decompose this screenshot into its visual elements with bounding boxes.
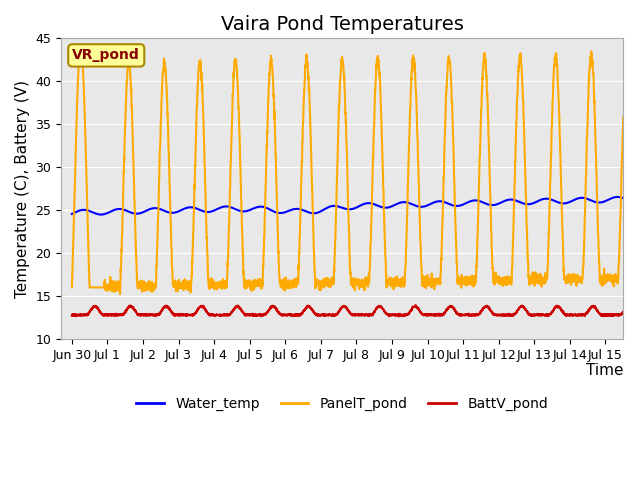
Water_temp	[549, 197, 557, 203]
X-axis label: Time: Time	[586, 363, 623, 378]
Text: VR_pond: VR_pond	[72, 48, 140, 62]
Water_temp	[68, 211, 76, 217]
Water_temp	[131, 211, 139, 216]
Line: Water_temp: Water_temp	[72, 197, 623, 215]
PanelT_pond	[68, 285, 76, 290]
Water_temp	[97, 212, 105, 217]
Water_temp	[303, 209, 311, 215]
BattV_pond	[412, 302, 419, 308]
Water_temp	[620, 195, 627, 201]
PanelT_pond	[164, 120, 172, 126]
PanelT_pond	[280, 283, 287, 288]
PanelT_pond	[304, 60, 312, 66]
PanelT_pond	[620, 114, 627, 120]
Title: Vaira Pond Temperatures: Vaira Pond Temperatures	[221, 15, 463, 34]
BattV_pond	[68, 313, 76, 319]
PanelT_pond	[77, 44, 84, 50]
Legend: Water_temp, PanelT_pond, BattV_pond: Water_temp, PanelT_pond, BattV_pond	[131, 391, 554, 416]
BattV_pond	[131, 308, 138, 313]
BattV_pond	[280, 312, 287, 318]
PanelT_pond	[116, 291, 124, 297]
Y-axis label: Temperature (C), Battery (V): Temperature (C), Battery (V)	[15, 80, 30, 298]
Water_temp	[614, 194, 621, 200]
Water_temp	[609, 195, 616, 201]
Water_temp	[280, 210, 287, 216]
BattV_pond	[620, 310, 627, 315]
BattV_pond	[609, 312, 616, 318]
PanelT_pond	[131, 220, 139, 226]
Water_temp	[164, 209, 172, 215]
BattV_pond	[550, 307, 557, 313]
PanelT_pond	[609, 274, 616, 280]
PanelT_pond	[550, 76, 557, 82]
BattV_pond	[303, 303, 311, 309]
Line: BattV_pond: BattV_pond	[72, 305, 623, 316]
Line: PanelT_pond: PanelT_pond	[72, 47, 623, 294]
BattV_pond	[395, 313, 403, 319]
BattV_pond	[164, 304, 172, 310]
